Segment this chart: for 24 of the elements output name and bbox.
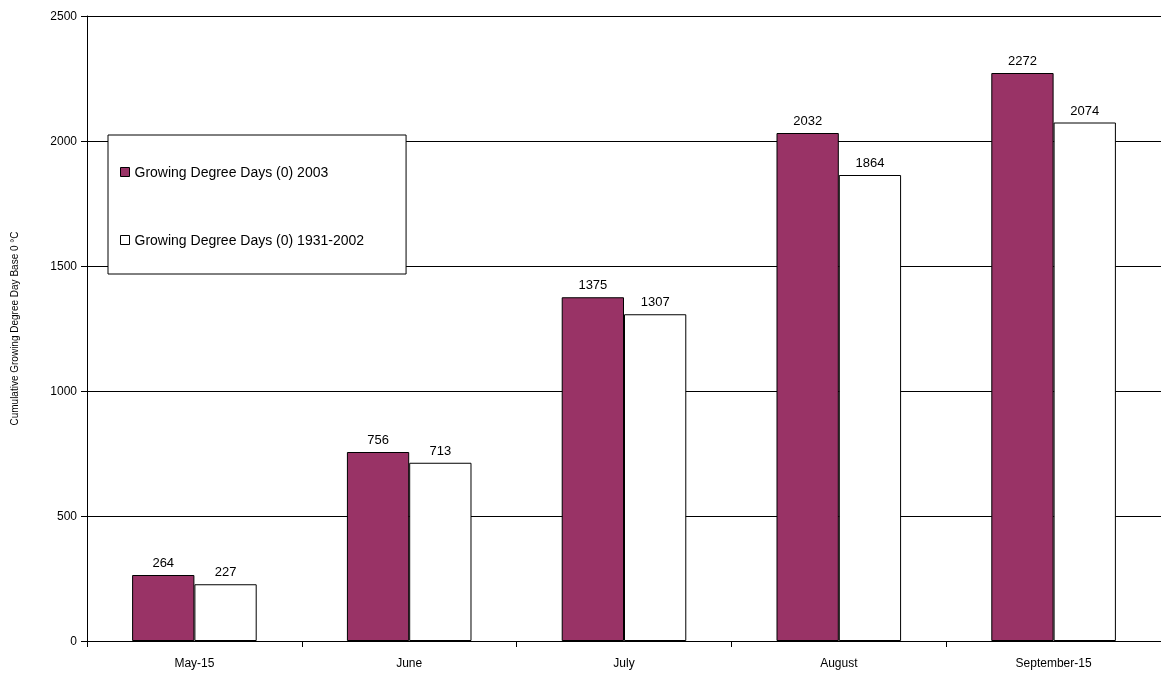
data-label: 2032 bbox=[793, 113, 823, 128]
data-label: 713 bbox=[429, 442, 452, 458]
data-label: 264 bbox=[152, 555, 175, 570]
data-label: 2074 bbox=[1070, 102, 1100, 118]
legend-label: Growing Degree Days (0) 1931-2002 bbox=[134, 232, 365, 248]
x-tick-label: July bbox=[613, 656, 635, 670]
legend-label: Growing Degree Days (0) 2003 bbox=[134, 164, 329, 180]
data-label: 1864 bbox=[855, 155, 885, 170]
x-tick-label: September-15 bbox=[1015, 656, 1092, 670]
x-tick-label: June bbox=[396, 656, 423, 670]
data-label: 756 bbox=[367, 432, 389, 447]
y-tick-label: 1500 bbox=[50, 259, 78, 273]
y-tick-label: 1000 bbox=[50, 384, 78, 398]
x-tick-label: May-15 bbox=[174, 656, 215, 670]
data-label: 1375 bbox=[578, 277, 608, 293]
data-label: 227 bbox=[214, 564, 237, 580]
y-tick-label: 500 bbox=[56, 509, 78, 523]
data-label: 1307 bbox=[640, 294, 670, 310]
y-tick-label: 2000 bbox=[50, 134, 78, 148]
y-tick-label: 2500 bbox=[50, 9, 78, 23]
y-axis-title: Cumulative Growing Degree Day Base 0 °C bbox=[8, 231, 20, 426]
x-tick-label: August bbox=[820, 656, 859, 670]
y-tick-label: 0 bbox=[70, 634, 78, 648]
data-label: 2272 bbox=[1007, 53, 1037, 68]
